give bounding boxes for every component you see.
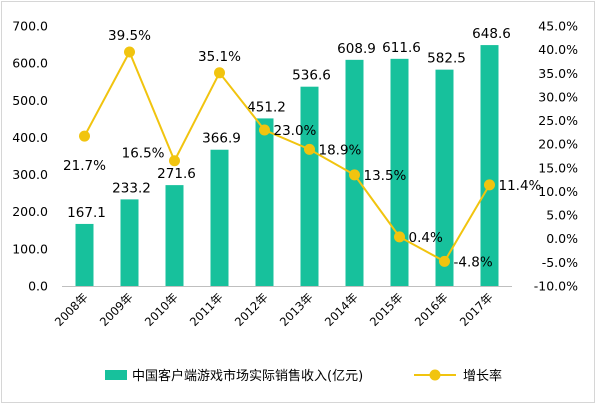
growth-rate-marker-2012年 bbox=[259, 124, 270, 136]
bar-value-label: 648.6 bbox=[472, 26, 511, 42]
y-right-tick-label: -5.0% bbox=[542, 255, 578, 270]
x-tick-label: 2016年 bbox=[412, 290, 451, 329]
y-left-tick-label: 700.0 bbox=[12, 19, 48, 34]
bar-value-label: 167.1 bbox=[67, 205, 106, 221]
y-right-tick-label: 20.0% bbox=[538, 137, 578, 152]
y-left-tick-label: 600.0 bbox=[12, 56, 48, 71]
bar-2012年 bbox=[255, 118, 274, 286]
growth-rate-value-label: 35.1% bbox=[198, 49, 241, 65]
growth-rate-line bbox=[83, 49, 491, 263]
bar-value-label: 233.2 bbox=[112, 180, 151, 196]
y-right-tick-label: 35.0% bbox=[538, 66, 578, 81]
bar-2010年 bbox=[165, 185, 184, 286]
y-right-tick-label: 10.0% bbox=[538, 184, 578, 199]
bar-value-label: 271.6 bbox=[157, 166, 196, 182]
legend-bar-label: 中国客户端游戏市场实际销售收入(亿元) bbox=[132, 368, 363, 384]
x-tick-label: 2015年 bbox=[367, 290, 406, 329]
bar-2008年 bbox=[75, 223, 94, 286]
growth-rate-marker-2014年 bbox=[349, 169, 360, 181]
growth-rate-value-label: 23.0% bbox=[274, 123, 317, 139]
growth-rate-value-label: 16.5% bbox=[122, 146, 165, 162]
y-left-tick-label: 200.0 bbox=[12, 204, 48, 219]
y-right-tick-label: 25.0% bbox=[538, 113, 578, 128]
bar-2013年 bbox=[300, 86, 319, 286]
y-left-tick-label: 400.0 bbox=[12, 130, 48, 145]
growth-rate-marker-2010年 bbox=[169, 155, 180, 167]
y-right-tick-label: 45.0% bbox=[538, 19, 578, 34]
x-tick-label: 2014年 bbox=[322, 290, 361, 329]
growth-rate-marker-2017年 bbox=[484, 179, 495, 191]
bar-value-label: 582.5 bbox=[427, 51, 466, 67]
growth-rate-marker-2016年 bbox=[439, 255, 450, 267]
y-left-tick-label: 500.0 bbox=[12, 93, 48, 108]
growth-rate-marker-2011年 bbox=[214, 67, 225, 79]
legend-bar-swatch bbox=[105, 370, 127, 380]
legend-line-marker bbox=[429, 369, 441, 381]
growth-rate-marker-2009年 bbox=[124, 46, 135, 58]
growth-rate-value-label: 21.7% bbox=[63, 158, 106, 174]
growth-rate-marker-2008年 bbox=[79, 130, 90, 142]
growth-rate-value-label: 13.5% bbox=[364, 168, 407, 184]
growth-rate-marker-2013年 bbox=[304, 143, 315, 155]
x-tick-label: 2013年 bbox=[277, 290, 316, 329]
x-tick-label: 2010年 bbox=[142, 290, 181, 329]
x-tick-label: 2008年 bbox=[52, 290, 91, 329]
x-tick-label: 2017年 bbox=[457, 290, 496, 329]
growth-rate-value-label: 18.9% bbox=[319, 142, 362, 158]
y-left-tick-label: 0.0 bbox=[28, 279, 48, 294]
bar-value-label: 608.9 bbox=[337, 41, 376, 57]
bar-value-label: 366.9 bbox=[202, 131, 241, 147]
y-right-tick-label: 15.0% bbox=[538, 160, 578, 175]
bar-2009年 bbox=[120, 199, 139, 286]
x-tick-label: 2011年 bbox=[187, 290, 226, 329]
y-left-tick-label: 300.0 bbox=[12, 167, 48, 182]
bar-2017年 bbox=[480, 45, 499, 286]
x-tick-label: 2009年 bbox=[97, 290, 136, 329]
legend-line-label: 增长率 bbox=[463, 368, 502, 384]
bar-value-label: 451.2 bbox=[247, 99, 286, 115]
growth-rate-value-label: 11.4% bbox=[499, 178, 542, 194]
bar-value-label: 536.6 bbox=[292, 68, 331, 84]
y-right-tick-label: 40.0% bbox=[538, 42, 578, 57]
bar-2011年 bbox=[210, 149, 229, 286]
y-right-tick-label: 5.0% bbox=[546, 208, 578, 223]
y-right-tick-label: 30.0% bbox=[538, 89, 578, 104]
y-left-tick-label: 100.0 bbox=[12, 241, 48, 256]
growth-rate-value-label: -4.8% bbox=[454, 254, 493, 270]
growth-rate-value-label: 0.4% bbox=[409, 230, 443, 246]
y-right-tick-label: -10.0% bbox=[534, 279, 578, 294]
growth-rate-value-label: 39.5% bbox=[108, 28, 151, 44]
growth-rate-marker-2015年 bbox=[394, 231, 405, 243]
y-right-tick-label: 0.0% bbox=[546, 231, 578, 246]
x-tick-label: 2012年 bbox=[232, 290, 271, 329]
bar-2016年 bbox=[435, 69, 454, 287]
bar-value-label: 611.6 bbox=[382, 40, 421, 56]
